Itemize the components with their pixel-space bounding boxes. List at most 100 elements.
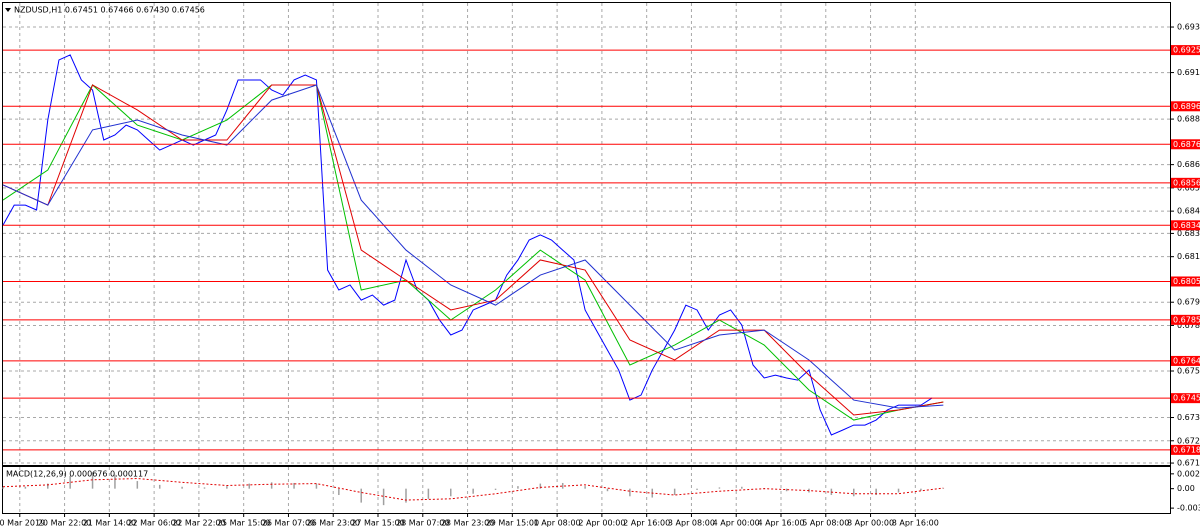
main-frame <box>2 2 1171 466</box>
histogram-bar <box>114 474 116 489</box>
histogram-bar <box>718 487 721 489</box>
x-tick-label: 5 Apr 08:00 <box>802 519 849 528</box>
grid <box>3 3 1174 517</box>
histogram-bar <box>2 487 4 489</box>
level-tag <box>1171 276 1200 287</box>
x-tick-label: 3 Apr 08:00 <box>668 519 715 528</box>
y-tick-label: 0.69370 <box>1177 23 1200 32</box>
histogram-bar <box>853 488 855 497</box>
histogram-bar <box>427 488 430 499</box>
y-tick-label: 0.67595 <box>1177 367 1200 376</box>
y-tick-label: 0.69135 <box>1177 68 1200 77</box>
level-tag <box>1171 139 1200 150</box>
y-tick-label: 0.67355 <box>1177 413 1200 422</box>
level-label: 0.67455 <box>1173 394 1200 403</box>
histogram-bar <box>741 486 743 489</box>
histogram-bar <box>673 488 676 496</box>
level-tag <box>1171 101 1200 112</box>
y-tick-label: 0.68420 <box>1177 207 1200 216</box>
level-label: 0.67647 <box>1173 356 1200 365</box>
histogram-bar <box>91 472 94 489</box>
x-tick-label: 26 Mar 07:00 <box>262 519 315 528</box>
histogram-bar <box>270 482 273 489</box>
histogram-bar <box>338 488 340 496</box>
histogram-bar <box>69 475 71 489</box>
histogram-bar <box>494 488 497 490</box>
macd-title: MACD(12,26,9) 0.000676 0.000117 <box>6 470 148 479</box>
histogram-bar <box>181 486 183 489</box>
histogram-bar <box>136 481 139 489</box>
y-tick-label: 0.68895 <box>1177 115 1200 124</box>
x-tick-label: 22 Mar 06:00 <box>127 519 180 528</box>
x-tick-label: 2 Apr 16:00 <box>623 519 670 528</box>
level-tag <box>1171 314 1200 325</box>
histogram-bar <box>47 483 49 489</box>
signal-line <box>2 478 944 501</box>
level-tag <box>1171 177 1200 188</box>
y-tick-label: 0.67950 <box>1177 298 1200 307</box>
x-tick-label: 4 Apr 00:00 <box>713 519 760 528</box>
y-tick-label: 0.67235 <box>1177 436 1200 445</box>
x-tick-label: 29 Mar 15:00 <box>486 519 539 528</box>
level-label: 0.69251 <box>1173 46 1200 55</box>
level-label: 0.67188 <box>1173 445 1200 454</box>
histogram-bar <box>450 488 452 497</box>
level-label: 0.68566 <box>1173 178 1200 187</box>
histogram-bar <box>606 488 609 492</box>
x-tick-label: 26 Mar 23:00 <box>307 519 360 528</box>
histogram-bar <box>226 486 228 489</box>
histogram-bar <box>360 488 362 503</box>
histogram-bar <box>382 488 385 506</box>
y-tick-label: 0.68660 <box>1177 160 1200 169</box>
level-tag <box>1171 45 1200 56</box>
level-label: 0.68347 <box>1173 221 1200 230</box>
y-tick-label: 0.00234 <box>1177 469 1200 478</box>
histogram-bar <box>517 486 519 489</box>
level-label: 0.68961 <box>1173 102 1200 111</box>
menu-triangle[interactable] <box>5 8 11 12</box>
x-tick-label: 8 Apr 00:00 <box>847 519 894 528</box>
x-tick-label: 28 Mar 23:00 <box>441 519 494 528</box>
level-tag <box>1171 393 1200 404</box>
y-tick-label: 0.68185 <box>1177 252 1200 261</box>
y-tick-label: 0.67120 <box>1177 459 1200 468</box>
x-tick-label: 22 Mar 22:00 <box>172 519 225 528</box>
histogram-bar <box>472 488 474 494</box>
marks <box>2 49 1170 506</box>
level-label: 0.68765 <box>1173 140 1200 149</box>
macd-frame <box>2 466 1171 514</box>
y-tick-label: 0.68305 <box>1177 229 1200 238</box>
x-tick-label: 1 Apr 08:00 <box>534 519 581 528</box>
y-tick-label: -0.00307 <box>1177 504 1200 513</box>
level-tag <box>1171 444 1200 455</box>
histogram-bar <box>539 483 542 489</box>
histogram-bar <box>785 488 788 492</box>
histogram-bar <box>405 488 407 503</box>
y-tick-label: 0.00 <box>1177 484 1195 493</box>
level-label: 0.67859 <box>1173 315 1200 324</box>
histogram-bar <box>629 488 631 497</box>
level-label: 0.68057 <box>1173 277 1200 286</box>
histogram-bar <box>561 482 564 489</box>
level-tag <box>1171 355 1200 366</box>
y-tick-label: 0.68540 <box>1177 183 1200 192</box>
x-tick-label: 20 Mar 2019 <box>0 519 45 528</box>
x-tick-label: 4 Apr 16:00 <box>757 519 804 528</box>
histogram-bar <box>875 488 877 496</box>
x-tick-label: 28 Mar 07:00 <box>396 519 449 528</box>
x-tick-label: 25 Mar 15:00 <box>217 519 270 528</box>
histogram-bar <box>584 486 586 489</box>
chart-title: NZDUSD,H1 0.67451 0.67466 0.67430 0.6745… <box>14 6 205 15</box>
x-tick-label: 8 Apr 16:00 <box>892 519 939 528</box>
histogram-bar <box>293 482 295 489</box>
y-tick-label: 0.67830 <box>1177 321 1200 330</box>
price-line <box>2 84 944 409</box>
level-tag <box>1171 220 1200 231</box>
histogram-bar <box>203 487 206 489</box>
x-tick-label: 27 Mar 15:00 <box>351 519 404 528</box>
histogram-bar <box>920 488 922 491</box>
histogram-bar <box>315 483 318 489</box>
x-tick-label: 20 Mar 22:00 <box>38 519 91 528</box>
